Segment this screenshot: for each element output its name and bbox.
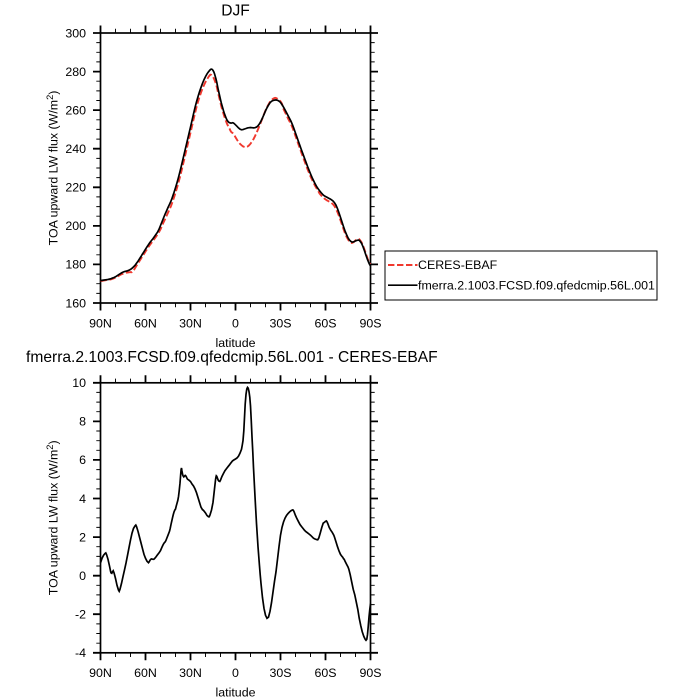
svg-text:-4: -4 [75,646,86,660]
svg-text:60S: 60S [314,666,336,680]
svg-text:4: 4 [79,492,86,506]
svg-text:260: 260 [65,103,86,117]
svg-text:latitude: latitude [216,685,256,699]
svg-text:fmerra.2.1003.FCSD.f09.qfedcmi: fmerra.2.1003.FCSD.f09.qfedcmip.56L.001 … [26,349,438,366]
svg-text:6: 6 [79,453,86,467]
svg-text:0: 0 [232,666,239,680]
svg-text:60N: 60N [134,666,157,680]
svg-text:240: 240 [65,142,86,156]
svg-text:30S: 30S [269,317,291,331]
svg-text:0: 0 [232,317,239,331]
svg-text:90S: 90S [359,317,381,331]
svg-text:90N: 90N [89,666,112,680]
svg-text:30S: 30S [269,666,291,680]
svg-text:2: 2 [79,530,86,544]
svg-text:200: 200 [65,219,86,233]
svg-text:8: 8 [79,415,86,429]
svg-text:10: 10 [72,376,86,390]
svg-text:160: 160 [65,296,86,310]
svg-text:fmerra.2.1003.FCSD.f09.qfedcmi: fmerra.2.1003.FCSD.f09.qfedcmip.56L.001 [418,279,655,293]
svg-text:latitude: latitude [216,336,256,350]
svg-text:30N: 30N [179,666,202,680]
svg-text:DJF: DJF [221,3,250,20]
svg-text:180: 180 [65,258,86,272]
svg-text:60S: 60S [314,317,336,331]
svg-text:0: 0 [79,569,86,583]
svg-text:90N: 90N [89,317,112,331]
svg-text:-2: -2 [75,608,86,622]
svg-text:TOA upward LW flux (W/m2): TOA upward LW flux (W/m2) [45,91,61,246]
svg-text:280: 280 [65,65,86,79]
svg-text:60N: 60N [134,317,157,331]
svg-text:220: 220 [65,181,86,195]
svg-text:CERES-EBAF: CERES-EBAF [418,258,498,272]
svg-text:30N: 30N [179,317,202,331]
svg-text:300: 300 [65,26,86,40]
svg-text:90S: 90S [359,666,381,680]
svg-text:TOA upward LW flux (W/m2): TOA upward LW flux (W/m2) [45,440,61,595]
